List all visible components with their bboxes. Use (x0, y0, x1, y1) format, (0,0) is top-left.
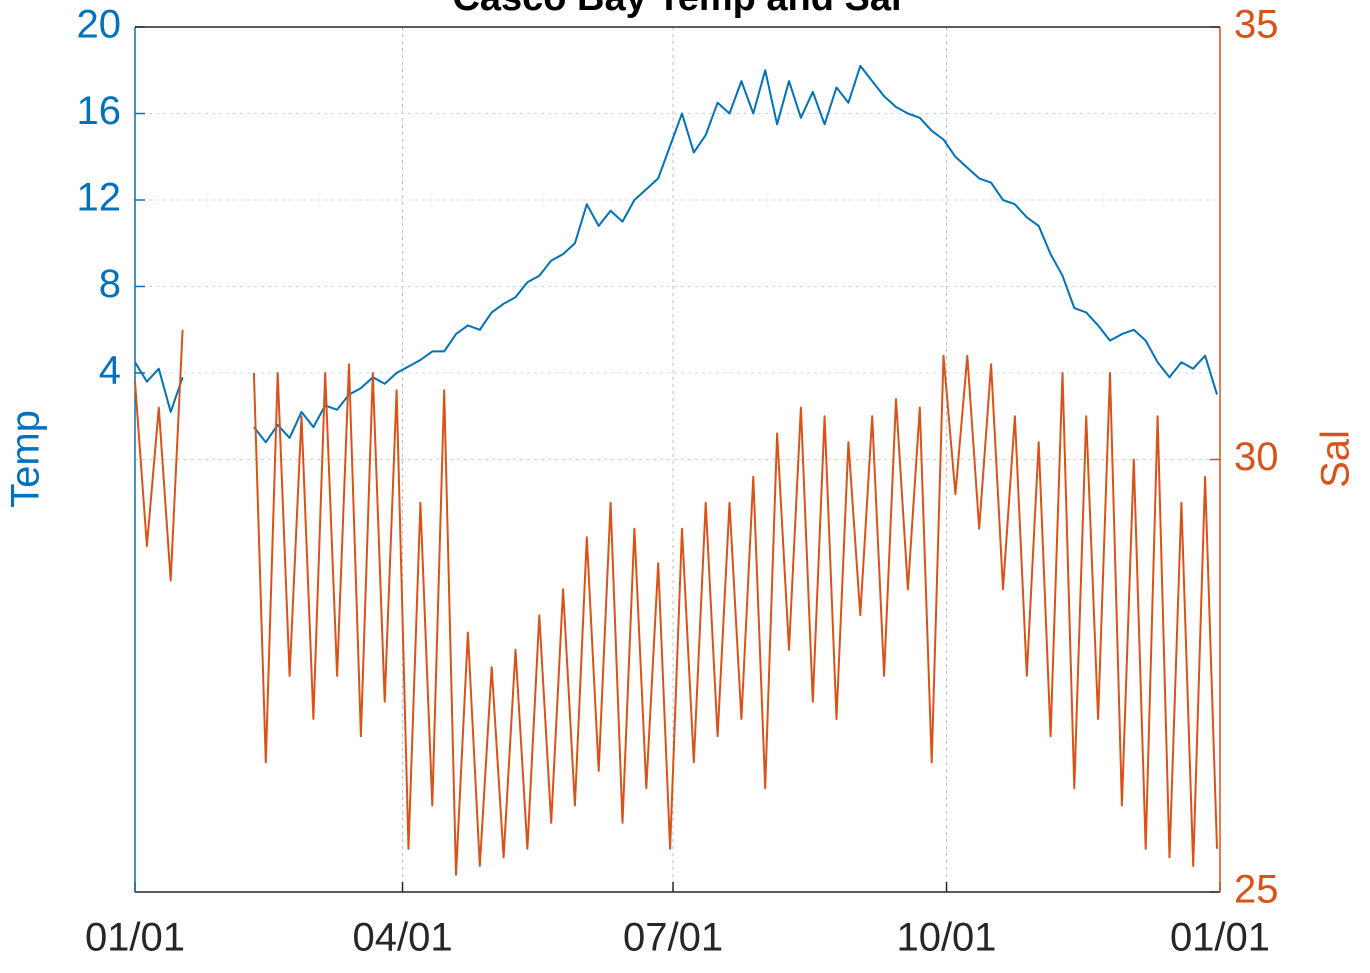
y2-tick-label: 35 (1234, 3, 1279, 47)
y-tick-label: 20 (77, 3, 122, 47)
y-tick-label: 4 (99, 349, 121, 393)
line-0 (134, 64, 1218, 444)
y-tick-label: 16 (77, 89, 122, 133)
y2-tick-label: 30 (1234, 435, 1279, 479)
chart-title: Casco Bay Temp and Sal (452, 0, 901, 19)
y2-tick-label: 25 (1234, 868, 1279, 912)
x-tick-label: 07/01 (623, 916, 723, 960)
y-tick-label: 8 (99, 262, 121, 306)
x-tick-label: 01/01 (1170, 916, 1270, 960)
y-tick-label: 12 (77, 176, 122, 220)
y-axis-label: Temp (4, 410, 48, 508)
line-1 (134, 329, 1218, 876)
x-tick-label: 10/01 (896, 916, 996, 960)
x-tick-label: 04/01 (352, 916, 452, 960)
x-tick-label: 01/01 (85, 916, 185, 960)
y2-axis-label: Sal (1314, 430, 1358, 488)
